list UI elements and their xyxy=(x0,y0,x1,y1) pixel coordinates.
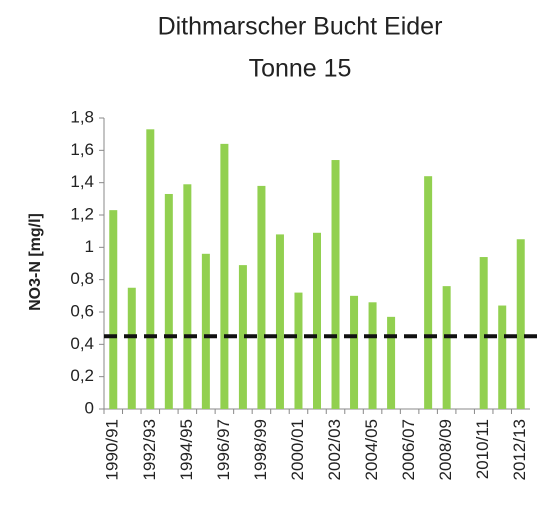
bar xyxy=(257,185,266,409)
bar xyxy=(331,160,340,409)
bar xyxy=(183,184,192,409)
x-tick-label: 2006/07 xyxy=(399,419,418,480)
y-tick-label: 0,8 xyxy=(70,269,94,288)
bar xyxy=(146,129,155,410)
bar xyxy=(498,305,507,409)
bar xyxy=(109,210,118,409)
x-tick-label: 1990/91 xyxy=(103,419,122,480)
x-tick-label: 2008/09 xyxy=(436,419,455,480)
y-tick-label: 0,6 xyxy=(70,301,94,320)
bar xyxy=(220,143,229,409)
bar xyxy=(164,193,173,409)
x-tick-label: 2010/11 xyxy=(473,419,492,479)
x-tick-label: 1998/99 xyxy=(251,419,270,480)
x-tick-label: 1994/95 xyxy=(177,419,196,480)
bar xyxy=(294,292,303,409)
bar xyxy=(350,295,359,409)
bar xyxy=(127,287,136,409)
bar xyxy=(313,232,321,409)
chart-title: Dithmarscher Bucht Eider xyxy=(158,13,443,41)
y-tick-label: 0 xyxy=(85,398,94,417)
x-tick-label: 2002/03 xyxy=(325,419,344,480)
y-tick-label: 1,2 xyxy=(70,204,94,223)
y-tick-label: 1,8 xyxy=(70,107,94,126)
y-tick-label: 0,4 xyxy=(70,334,94,353)
bar xyxy=(368,302,377,409)
x-tick-label: 2012/13 xyxy=(510,419,529,480)
bar xyxy=(275,234,284,409)
bar xyxy=(479,257,488,409)
y-tick-label: 1 xyxy=(85,237,94,256)
bar xyxy=(442,286,451,409)
x-tick-label: 1996/97 xyxy=(214,419,233,480)
y-tick-label: 1,6 xyxy=(70,140,94,159)
bar xyxy=(238,265,247,409)
x-tick-label: 2004/05 xyxy=(362,419,381,480)
y-tick-label: 1,4 xyxy=(70,172,94,191)
bar xyxy=(516,239,525,409)
bar xyxy=(424,176,433,409)
x-tick-label: 2000/01 xyxy=(288,419,307,480)
bar xyxy=(387,316,396,409)
x-tick-label: 1992/93 xyxy=(140,419,159,480)
y-axis-label: NO3-N [mg/l] xyxy=(27,213,44,311)
y-tick-label: 0,2 xyxy=(70,366,94,385)
bar xyxy=(201,253,210,409)
chart-title: Tonne 15 xyxy=(249,55,352,83)
